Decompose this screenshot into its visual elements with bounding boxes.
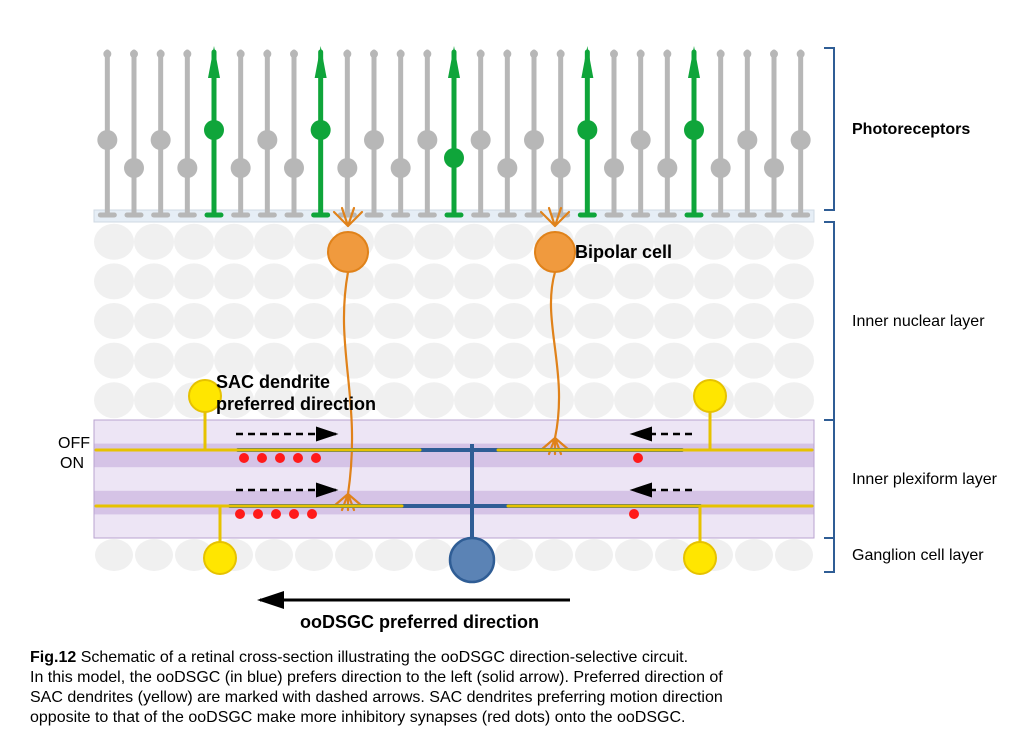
svg-text:Inner nuclear layer: Inner nuclear layer: [852, 313, 985, 330]
svg-text:SAC dendrite: SAC dendrite: [216, 372, 330, 392]
caption-line-0: Schematic of a retinal cross-section ill…: [81, 649, 688, 666]
retina-diagram: { "figure_number": "Fig.12", "caption_li…: [0, 0, 1024, 746]
svg-text:OFF: OFF: [58, 435, 90, 452]
svg-text:ON: ON: [60, 455, 84, 472]
svg-text:preferred direction: preferred direction: [216, 394, 376, 414]
figure-caption: Fig.12 Schematic of a retinal cross-sect…: [30, 648, 1000, 728]
caption-line-1: In this model, the ooDSGC (in blue) pref…: [30, 669, 723, 686]
retina-svg: Bipolar cell SAC dendritepreferred direct…: [0, 0, 1024, 640]
svg-text:ooDSGC preferred direction: ooDSGC preferred direction: [300, 612, 539, 632]
caption-line-3: opposite to that of the ooDSGC make more…: [30, 709, 685, 726]
figure-number: Fig.12: [30, 649, 76, 666]
svg-text:Photoreceptors: Photoreceptors: [852, 121, 970, 138]
svg-text:Ganglion cell layer: Ganglion cell layer: [852, 547, 984, 564]
svg-text:Inner plexiform layer: Inner plexiform layer: [852, 471, 998, 488]
svg-text:Bipolar cell: Bipolar cell: [575, 242, 672, 262]
caption-line-2: SAC dendrites (yellow) are marked with d…: [30, 689, 723, 706]
